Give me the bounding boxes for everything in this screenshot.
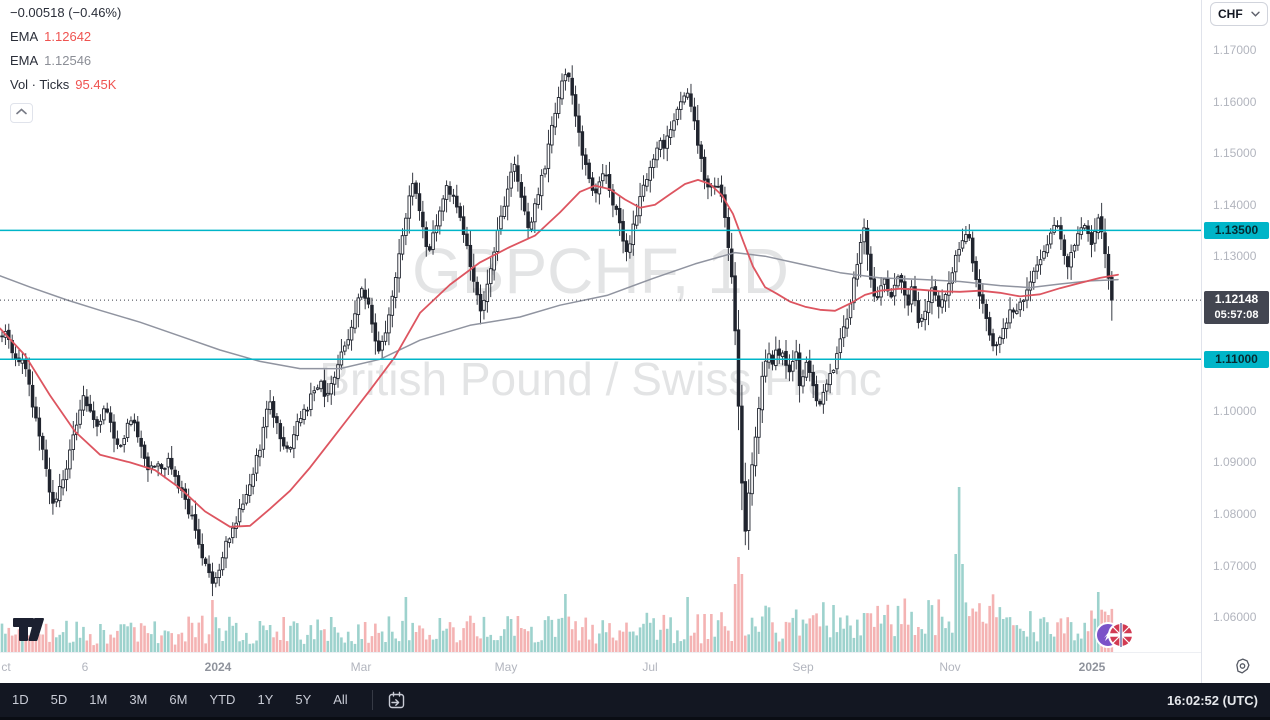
price-axis-label: 1.15000 xyxy=(1213,146,1257,161)
indicator-label: Vol · Ticks xyxy=(10,77,70,92)
range-button-5D[interactable]: 5D xyxy=(50,692,68,707)
price-axis-label: 1.16000 xyxy=(1213,94,1257,109)
ema-slow-line xyxy=(0,251,1119,370)
time-axis-label: ct xyxy=(1,660,11,674)
time-axis[interactable]: ct 6 2024 Mar May Jul Sep Nov 2025 xyxy=(0,652,1201,683)
chart-settings-gear-icon[interactable] xyxy=(1234,658,1251,680)
indicator-value: 95.45K xyxy=(75,77,117,92)
price-axis-label: 1.13000 xyxy=(1213,249,1257,264)
bottom-toolbar: 1D 5D 1M 3M 6M YTD 1Y 5Y All 16:02:52 (UTC) xyxy=(0,683,1270,720)
time-axis-label: Nov xyxy=(939,660,961,674)
currency-unit-dropdown[interactable]: CHF xyxy=(1210,2,1268,26)
bar-countdown: 05:57:08 xyxy=(1214,309,1259,322)
time-axis-label: 2024 xyxy=(204,660,232,674)
time-axis-label: May xyxy=(494,660,518,674)
time-axis-label: 6 xyxy=(81,660,89,674)
range-button-3M[interactable]: 3M xyxy=(129,692,148,707)
time-axis-label: 2025 xyxy=(1078,660,1106,674)
price-axis[interactable]: 1.17000 1.16000 1.15000 1.14000 1.13000 1.100… xyxy=(1201,0,1270,652)
current-price-value: 1.12148 xyxy=(1214,292,1259,307)
price-axis-label: 1.07000 xyxy=(1213,558,1257,573)
time-axis-label: Mar xyxy=(350,660,372,674)
indicator-label: EMA xyxy=(10,29,39,44)
range-button-1Y[interactable]: 1Y xyxy=(257,692,274,707)
range-button-All[interactable]: All xyxy=(333,692,348,707)
chevron-down-icon xyxy=(1251,9,1260,19)
resistance-price-label[interactable]: 1.13500 xyxy=(1204,221,1269,239)
chevron-up-icon xyxy=(16,108,27,115)
go-to-date-icon[interactable] xyxy=(387,691,406,710)
range-button-1D[interactable]: 1D xyxy=(12,692,29,707)
current-price-label[interactable]: 1.12148 05:57:08 xyxy=(1204,291,1269,325)
indicator-value: 1.12546 xyxy=(44,53,92,68)
clock-utc[interactable]: 16:02:52 (UTC) xyxy=(1166,692,1258,708)
indicator-row-ema-fast[interactable]: EMA 1.12642 xyxy=(10,29,121,53)
candles xyxy=(0,65,1114,597)
indicator-label: EMA xyxy=(10,53,39,68)
indicator-row-volume[interactable]: Vol · Ticks 95.45K xyxy=(10,77,121,101)
price-axis-label: 1.06000 xyxy=(1213,610,1257,625)
currency-pair-logo xyxy=(1094,620,1136,655)
price-axis-label: 1.08000 xyxy=(1213,506,1257,521)
price-chart[interactable] xyxy=(0,0,1201,683)
price-axis-label: 1.10000 xyxy=(1213,403,1257,418)
price-axis-label: 1.09000 xyxy=(1213,455,1257,470)
price-axis-label: 1.17000 xyxy=(1213,43,1257,57)
legend: −0.00518 (−0.46%) EMA 1.12642 EMA 1.12546 … xyxy=(10,5,121,123)
indicator-row-ema-slow[interactable]: EMA 1.12546 xyxy=(10,53,121,77)
volume-bars xyxy=(0,487,1114,652)
range-buttons: 1D 5D 1M 3M 6M YTD 1Y 5Y All xyxy=(12,691,370,709)
time-axis-label: Sep xyxy=(792,660,814,674)
axis-corner xyxy=(1201,652,1270,683)
legend-collapse-button[interactable] xyxy=(10,103,33,123)
range-button-YTD[interactable]: YTD xyxy=(209,692,236,707)
tradingview-logo[interactable] xyxy=(12,616,45,647)
indicator-value: 1.12642 xyxy=(44,29,92,44)
range-button-6M[interactable]: 6M xyxy=(169,692,188,707)
time-axis-label: Jul xyxy=(642,660,658,674)
currency-unit-value: CHF xyxy=(1218,7,1243,21)
price-axis-label: 1.14000 xyxy=(1213,197,1257,212)
ema-fast-line xyxy=(0,179,1119,528)
range-button-1M[interactable]: 1M xyxy=(89,692,108,707)
toolbar-separator xyxy=(371,690,373,710)
range-button-5Y[interactable]: 5Y xyxy=(295,692,312,707)
price-change: −0.00518 (−0.46%) xyxy=(10,5,122,20)
support-price-label[interactable]: 1.11000 xyxy=(1204,350,1269,368)
